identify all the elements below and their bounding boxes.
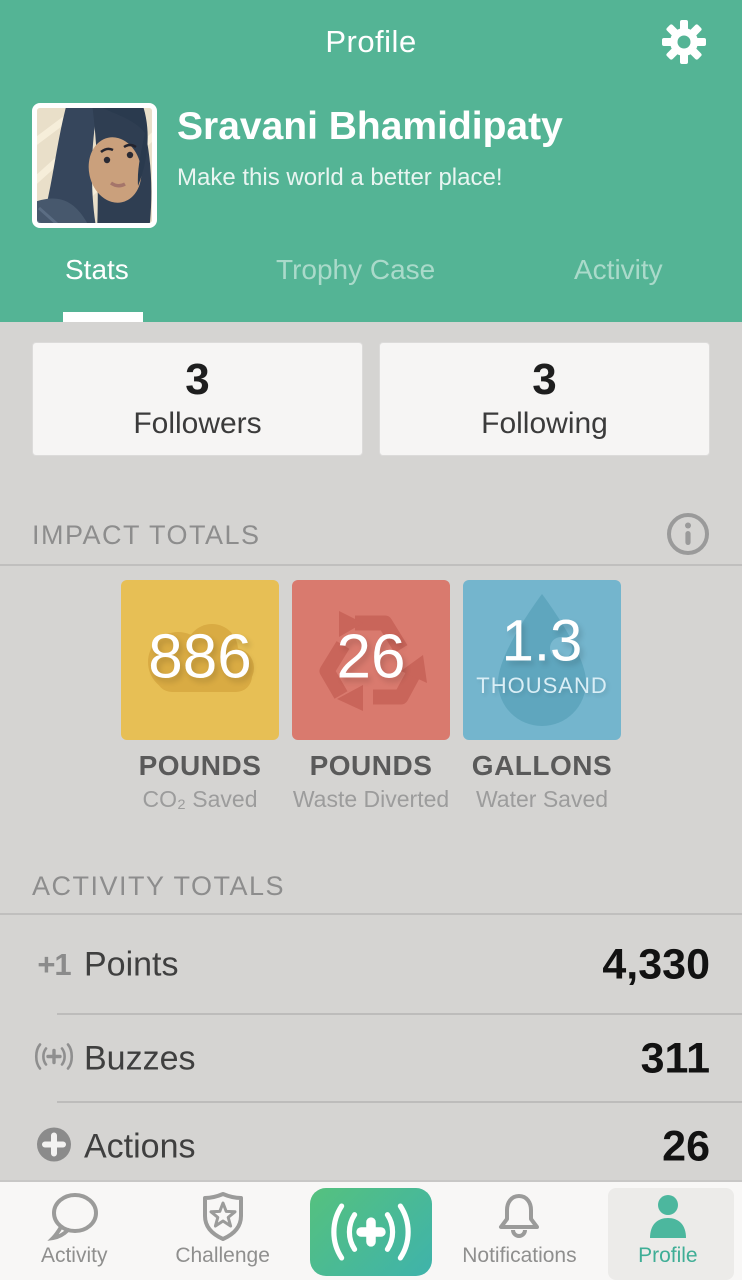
stats-panel: 3 Followers 3 Following IMPACT TOTALS	[0, 322, 742, 1191]
nav-item-buzz[interactable]	[297, 1182, 445, 1280]
cloud-icon	[148, 624, 254, 692]
water-unit: THOUSAND	[476, 672, 608, 698]
points-value: 4,330	[602, 940, 710, 989]
co2-tile: 886	[121, 580, 279, 740]
person-icon	[649, 1195, 686, 1238]
impact-tiles: 886 POUNDS CO₂ Saved	[0, 580, 742, 813]
nav-label-profile: Profile	[638, 1244, 698, 1267]
actions-label: Actions	[84, 1127, 196, 1166]
impact-info-button[interactable]	[666, 512, 710, 556]
followers-count: 3	[185, 354, 210, 404]
info-icon	[667, 513, 709, 555]
user-tagline: Make this world a better place!	[177, 163, 503, 191]
buzz-icon	[28, 1040, 80, 1079]
user-name: Sravani Bhamidipaty	[177, 105, 563, 148]
impact-tile-waste: 26 POUNDS Waste Diverted	[292, 580, 450, 813]
waste-value: 26	[336, 622, 406, 692]
impact-tile-water: 1.3 THOUSAND GALLONS Water Saved	[463, 580, 621, 813]
chat-bubble-icon	[47, 1193, 99, 1241]
impact-totals-header: IMPACT TOTALS	[0, 513, 742, 555]
impact-tile-co2: 886 POUNDS CO₂ Saved	[121, 580, 279, 813]
waste-tile: 26	[292, 580, 450, 740]
profile-summary: Sravani Bhamidipaty Make this world a be…	[32, 103, 563, 228]
plus-one-icon: +1	[37, 947, 71, 982]
nav-item-notifications[interactable]: Notifications	[445, 1182, 593, 1280]
tab-stats[interactable]: Stats	[65, 254, 129, 285]
waste-unit-label: POUNDS	[309, 750, 433, 781]
impact-totals-title: IMPACT TOTALS	[32, 520, 261, 550]
points-row[interactable]: +1 Points 4,330	[0, 915, 742, 1015]
nav-item-activity[interactable]: Activity	[0, 1182, 148, 1280]
following-card[interactable]: 3 Following	[379, 342, 710, 456]
buzzes-value: 311	[640, 1034, 710, 1083]
activity-totals-header: ACTIVITY TOTALS	[0, 871, 742, 901]
buzzes-row[interactable]: Buzzes 311	[0, 1015, 742, 1103]
settings-button[interactable]	[660, 18, 708, 66]
water-sublabel: Water Saved	[475, 786, 609, 812]
followers-card[interactable]: 3 Followers	[32, 342, 363, 456]
following-count: 3	[532, 354, 557, 404]
page-title: Profile	[325, 24, 417, 59]
avatar[interactable]	[32, 103, 157, 228]
divider	[0, 564, 742, 566]
water-unit-label: GALLONS	[471, 750, 613, 781]
divider	[57, 1101, 742, 1103]
waste-sublabel: Waste Diverted	[292, 786, 450, 812]
active-tab-underline	[63, 312, 143, 322]
header: Profile	[0, 0, 742, 322]
actions-value: 26	[662, 1122, 710, 1171]
water-tile: 1.3 THOUSAND	[463, 580, 621, 740]
nav-label-challenge: Challenge	[175, 1244, 270, 1267]
bell-icon	[499, 1194, 540, 1238]
co2-unit-label: POUNDS	[138, 750, 262, 781]
nav-label-activity: Activity	[40, 1244, 108, 1267]
co2-value: 886	[148, 622, 252, 692]
actions-row[interactable]: Actions 26	[0, 1103, 742, 1191]
bottom-nav: Activity Challenge	[0, 1180, 742, 1280]
buzz-button[interactable]	[310, 1188, 433, 1276]
co2-sublabel: CO₂ Saved	[142, 786, 258, 812]
broadcast-plus-icon	[331, 1203, 411, 1261]
water-drop-icon	[498, 594, 586, 726]
following-label: Following	[481, 407, 608, 441]
tab-trophy-case[interactable]: Trophy Case	[276, 254, 436, 285]
points-label: Points	[84, 945, 179, 984]
activity-totals-title: ACTIVITY TOTALS	[32, 871, 286, 901]
divider	[0, 913, 742, 915]
followers-label: Followers	[133, 407, 262, 441]
profile-tabs: Stats Trophy Case Activity	[0, 240, 742, 322]
shield-star-icon	[202, 1192, 243, 1241]
nav-item-profile[interactable]: Profile	[594, 1182, 742, 1280]
nav-item-challenge[interactable]: Challenge	[148, 1182, 296, 1280]
buzzes-label: Buzzes	[84, 1039, 196, 1078]
gear-icon	[662, 20, 706, 64]
water-value: 1.3	[501, 608, 583, 674]
nav-label-notifications: Notifications	[462, 1244, 577, 1267]
tab-activity[interactable]: Activity	[574, 254, 663, 285]
plus-circle-icon	[28, 1126, 80, 1169]
recycle-icon	[319, 611, 427, 711]
divider	[57, 1013, 742, 1015]
follow-cards: 3 Followers 3 Following	[0, 322, 742, 456]
